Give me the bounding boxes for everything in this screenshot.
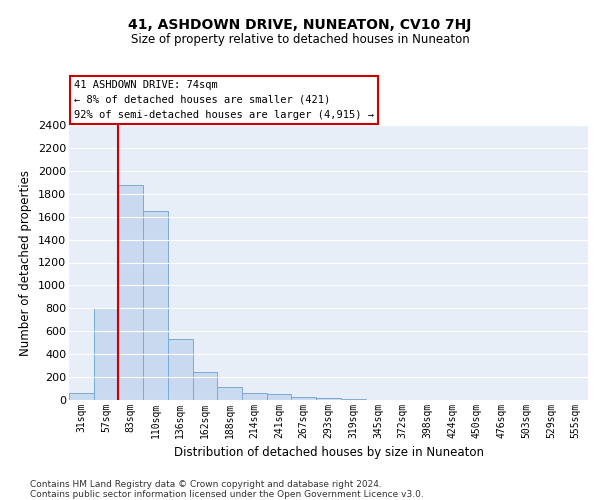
Text: 41 ASHDOWN DRIVE: 74sqm
← 8% of detached houses are smaller (421)
92% of semi-de: 41 ASHDOWN DRIVE: 74sqm ← 8% of detached… — [74, 80, 374, 120]
X-axis label: Distribution of detached houses by size in Nuneaton: Distribution of detached houses by size … — [173, 446, 484, 460]
Text: Contains HM Land Registry data © Crown copyright and database right 2024.
Contai: Contains HM Land Registry data © Crown c… — [30, 480, 424, 500]
Bar — [316, 398, 341, 400]
Y-axis label: Number of detached properties: Number of detached properties — [19, 170, 32, 356]
Text: Size of property relative to detached houses in Nuneaton: Size of property relative to detached ho… — [131, 32, 469, 46]
Bar — [69, 393, 94, 400]
Text: 41, ASHDOWN DRIVE, NUNEATON, CV10 7HJ: 41, ASHDOWN DRIVE, NUNEATON, CV10 7HJ — [128, 18, 472, 32]
Bar — [267, 394, 292, 400]
Bar — [118, 184, 143, 400]
Bar — [143, 211, 168, 400]
Bar — [217, 388, 242, 400]
Bar — [168, 340, 193, 400]
Bar — [193, 372, 217, 400]
Bar — [242, 393, 267, 400]
Bar — [292, 396, 316, 400]
Bar — [94, 308, 118, 400]
